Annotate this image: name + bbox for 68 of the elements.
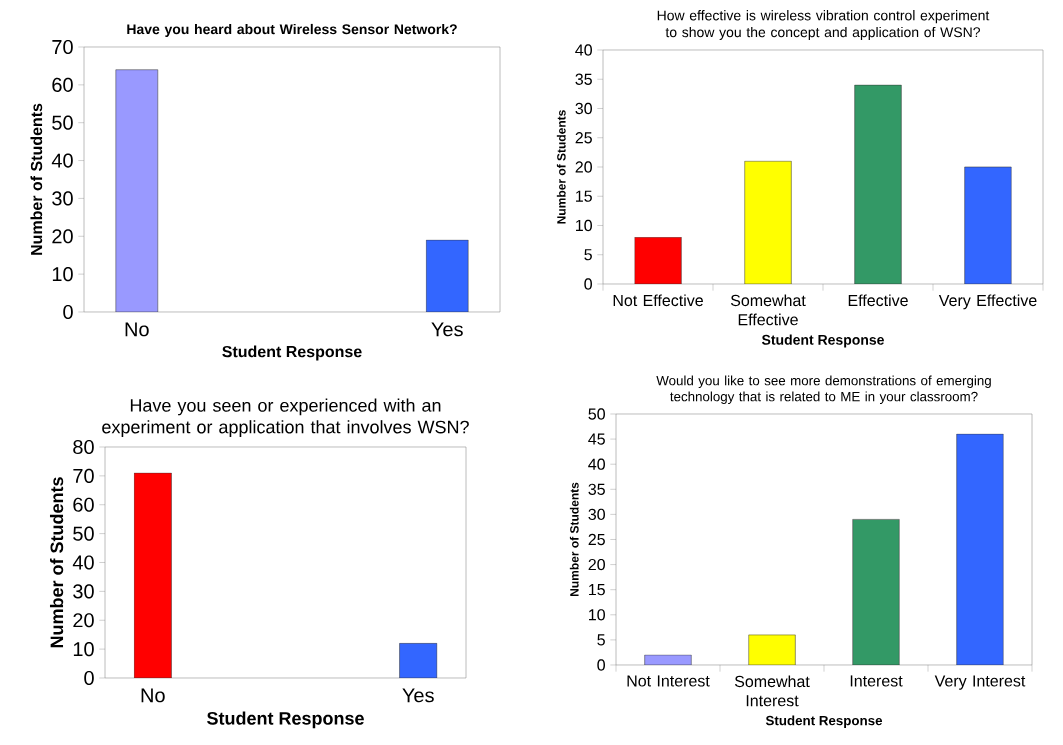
y-tick-label: 10 [73, 642, 94, 657]
x-tick-label: Very Interest [934, 675, 1026, 690]
x-axis-title: Student Response [761, 334, 884, 348]
y-tick-label: 30 [73, 584, 94, 599]
x-tick-label: Not Interest [627, 675, 710, 687]
y-axis-title: Number of Students [30, 103, 43, 255]
chart-title: Have you seen or experienced with an experiment or application that involves WSN? [102, 398, 469, 437]
y-tick-label: 15 [576, 190, 592, 202]
y-tick-label: 40 [72, 555, 94, 570]
y-tick-label: 5 [597, 634, 605, 646]
chart-title: Would you like to see more demonstrations of emerging technology that is related to ME in your classroom? [656, 375, 991, 404]
x-tick-label: Effective [848, 294, 908, 307]
x-tick-label: Somewhat Interest [734, 675, 810, 707]
y-tick-label: 40 [51, 153, 73, 168]
y-tick-label: 70 [73, 468, 94, 483]
bar [634, 236, 682, 284]
y-tick-label: 20 [52, 229, 73, 244]
y-axis-title: Number of Students [569, 482, 579, 597]
y-tick-label: 50 [588, 408, 605, 420]
x-tick-label: Yes [402, 688, 434, 703]
y-tick-label: 5 [584, 249, 592, 261]
bar [748, 634, 796, 665]
y-tick-label: 30 [575, 102, 592, 115]
y-tick-label: 0 [63, 304, 73, 320]
y-tick-label: 35 [575, 73, 592, 85]
y-tick-label: 25 [575, 132, 592, 144]
bar [854, 84, 902, 284]
x-tick-label: Somewhat Effective [730, 294, 806, 326]
y-tick-label: 20 [73, 613, 94, 628]
y-tick-label: 15 [589, 584, 605, 596]
x-axis-title: Student Response [222, 345, 362, 361]
y-tick-label: 10 [576, 219, 592, 232]
y-tick-label: 0 [597, 659, 605, 671]
y-tick-label: 30 [52, 191, 73, 206]
y-tick-label: 0 [84, 670, 94, 686]
x-tick-label: Very Effective [938, 294, 1037, 310]
x-axis-title: Student Response [765, 715, 883, 728]
y-tick-label: 70 [52, 39, 73, 55]
y-tick-label: 20 [575, 161, 592, 173]
y-tick-label: 35 [588, 483, 605, 495]
bar [964, 166, 1012, 284]
x-tick-label: No [125, 322, 149, 337]
x-tick-label: Yes [431, 322, 463, 337]
y-tick-label: 50 [52, 115, 73, 130]
y-tick-label: 50 [73, 526, 94, 541]
y-tick-label: 60 [52, 77, 73, 92]
y-tick-label: 0 [584, 278, 592, 290]
x-axis-title: Student Response [207, 711, 364, 729]
chart-title: Have you heard about Wireless Sensor Network? [127, 23, 457, 37]
y-tick-label: 40 [588, 458, 605, 470]
y-tick-label: 10 [589, 609, 605, 621]
y-axis-title: Number of Students [49, 477, 64, 648]
y-tick-label: 25 [588, 533, 605, 546]
y-tick-label: 40 [575, 44, 592, 56]
x-tick-label: Interest [850, 675, 903, 687]
bar [956, 433, 1004, 665]
y-tick-label: 45 [588, 433, 605, 445]
y-tick-label: 10 [52, 267, 73, 282]
chart-title: How effective is wireless vibration control experiment to show you the concept and application of WSN? [657, 10, 990, 40]
x-tick-label: Not Effective [613, 294, 703, 307]
y-tick-label: 80 [73, 439, 94, 455]
y-tick-label: 20 [588, 558, 605, 571]
y-tick-label: 60 [73, 497, 94, 512]
x-tick-label: No [141, 688, 165, 703]
bar [744, 160, 792, 284]
y-tick-label: 30 [588, 508, 605, 521]
y-axis-title: Number of Students [556, 110, 566, 224]
bar [644, 654, 692, 665]
